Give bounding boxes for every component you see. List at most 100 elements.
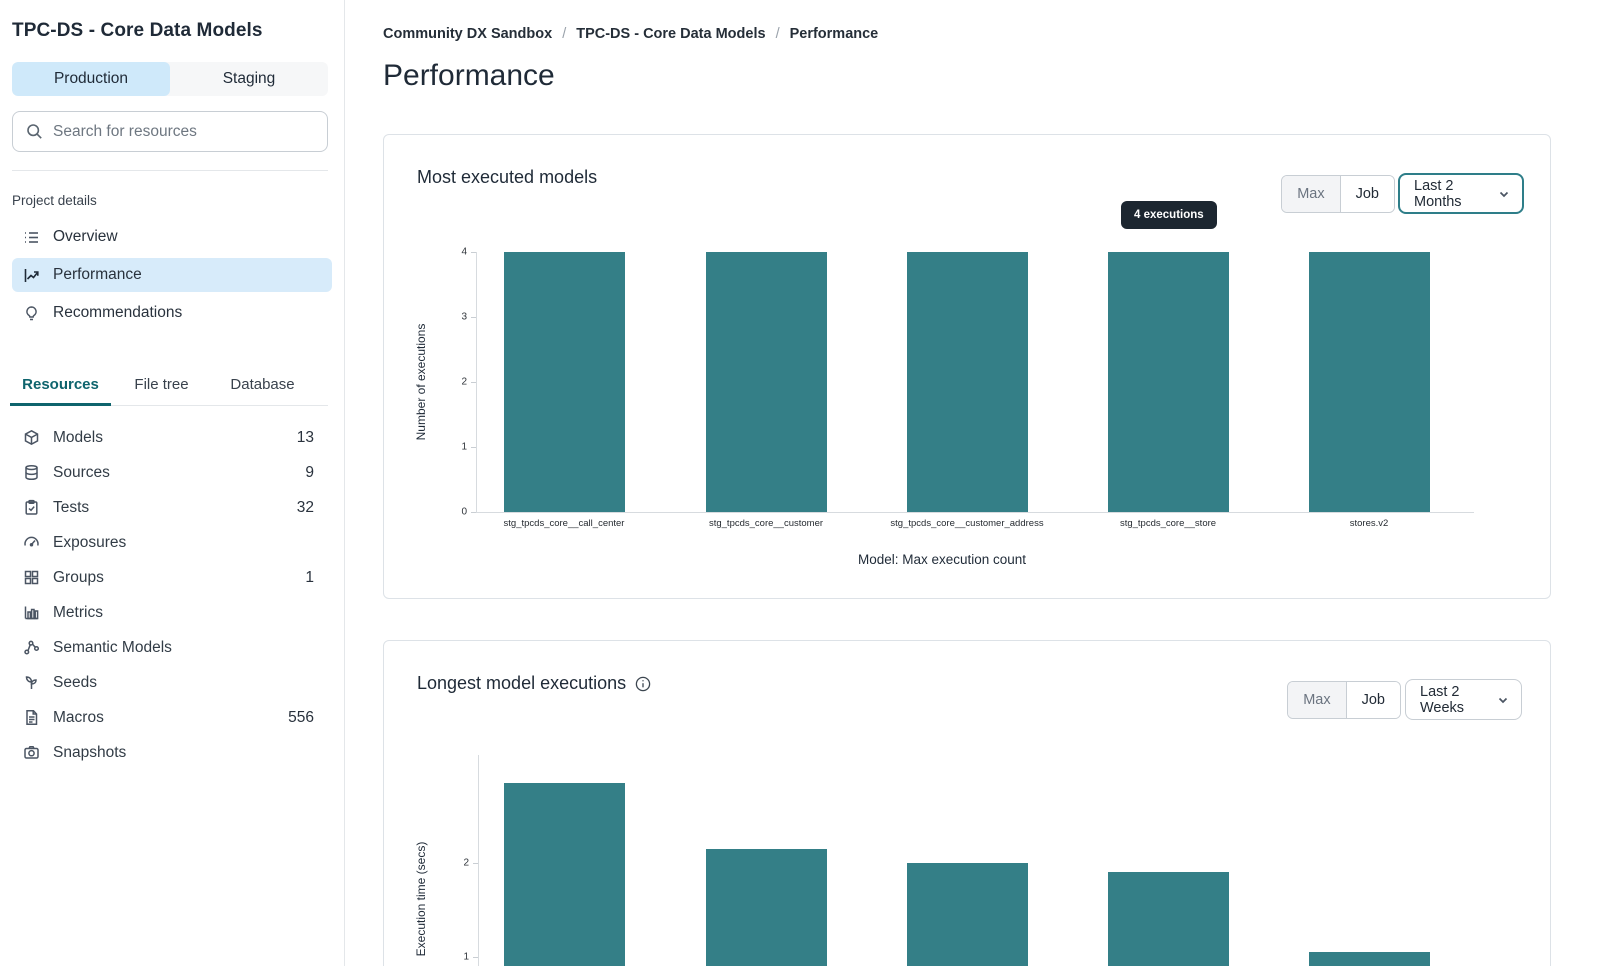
search-input[interactable]: [53, 122, 315, 141]
y-axis-tick: [473, 957, 478, 958]
sidebar-divider: [12, 170, 328, 171]
y-tick-label: 0: [461, 506, 467, 518]
list-item-metrics[interactable]: Metrics: [12, 595, 332, 630]
list-item-tests[interactable]: Tests 32: [12, 490, 332, 525]
breadcrumb-current-page: Performance: [789, 26, 879, 42]
breadcrumb-account[interactable]: Community DX Sandbox: [383, 26, 553, 42]
y-axis-line: [478, 755, 479, 966]
list-item-label: Exposures: [53, 533, 127, 551]
list-item-label: Models: [53, 428, 103, 446]
database-icon: [22, 464, 40, 482]
max-toggle-button[interactable]: Max: [1282, 176, 1341, 212]
chart-bar[interactable]: [705, 848, 827, 966]
list-icon: [22, 228, 40, 246]
date-range-dropdown[interactable]: Last 2 Weeks: [1405, 679, 1522, 720]
date-range-dropdown[interactable]: Last 2 Months: [1398, 173, 1524, 214]
line-chart-icon: [22, 266, 40, 284]
info-icon[interactable]: [635, 676, 651, 692]
max-toggle-button[interactable]: Max: [1288, 682, 1347, 718]
y-axis-line: [476, 252, 477, 512]
chart-bar[interactable]: [1107, 252, 1229, 512]
search-box[interactable]: [12, 111, 328, 152]
list-item-semantic-models[interactable]: Semantic Models: [12, 630, 332, 665]
x-category-label: stg_tpcds_core__call_center: [503, 518, 625, 529]
seedling-icon: [22, 674, 40, 692]
list-item-label: Snapshots: [53, 743, 127, 761]
clipboard-check-icon: [22, 499, 40, 517]
tab-resources[interactable]: Resources: [10, 368, 111, 406]
y-axis-tick: [471, 382, 476, 383]
y-tick-label: 3: [461, 311, 467, 323]
longest-model-executions-card: Longest model executions Max Job Last 2 …: [383, 640, 1551, 966]
chart-bar[interactable]: [906, 252, 1028, 512]
chart-bar[interactable]: [1308, 252, 1430, 512]
x-axis-title: Model: Max execution count: [857, 552, 1027, 567]
tab-staging[interactable]: Staging: [170, 62, 328, 96]
chart-bar[interactable]: [503, 783, 625, 966]
sidebar-item-label: Recommendations: [53, 304, 183, 321]
chart-bar[interactable]: [1308, 952, 1430, 966]
job-toggle-button[interactable]: Job: [1346, 682, 1400, 718]
count-badge: 32: [296, 498, 314, 516]
list-item-label: Tests: [53, 498, 90, 516]
list-item-sources[interactable]: Sources 9: [12, 455, 332, 490]
job-toggle-button[interactable]: Job: [1340, 176, 1394, 212]
y-tick-label: 2: [461, 376, 467, 388]
y-tick-label: 1: [461, 441, 467, 453]
sidebar-item-recommendations[interactable]: Recommendations: [12, 296, 332, 330]
y-tick-label: 4: [461, 246, 467, 258]
list-item-models[interactable]: Models 13: [12, 420, 332, 455]
x-category-label: stg_tpcds_core__customer_address: [890, 518, 1044, 529]
page-title: Performance: [383, 59, 555, 92]
list-item-label: Semantic Models: [53, 638, 172, 656]
x-category-label: stg_tpcds_core__customer: [708, 518, 824, 529]
max-job-toggle: Max Job: [1281, 175, 1395, 213]
y-axis-tick: [471, 447, 476, 448]
x-axis-line: [476, 512, 1474, 513]
list-item-label: Sources: [53, 463, 110, 481]
sidebar-item-label: Overview: [53, 228, 118, 245]
search-icon: [25, 123, 43, 141]
sidebar-item-label: Performance: [53, 266, 142, 283]
sidebar-item-overview[interactable]: Overview: [12, 220, 332, 254]
cube-icon: [22, 429, 40, 447]
list-item-label: Macros: [53, 708, 104, 726]
chart-bar[interactable]: [906, 863, 1028, 966]
breadcrumb-project[interactable]: TPC-DS - Core Data Models: [576, 26, 766, 42]
breadcrumb-separator: /: [775, 26, 780, 42]
tab-file-tree[interactable]: File tree: [134, 376, 189, 393]
sidebar-item-performance[interactable]: Performance: [12, 258, 332, 292]
y-tick-label: 2: [463, 857, 469, 869]
resource-tabs: Resources File tree Database: [10, 368, 328, 406]
x-category-label: stg_tpcds_core__store: [1119, 518, 1217, 529]
tab-production[interactable]: Production: [12, 62, 170, 96]
breadcrumb-separator: /: [562, 26, 567, 42]
list-item-seeds[interactable]: Seeds: [12, 665, 332, 700]
chart-bar[interactable]: [503, 252, 625, 512]
y-axis-tick: [471, 512, 476, 513]
list-item-macros[interactable]: Macros 556: [12, 700, 332, 735]
list-item-snapshots[interactable]: Snapshots: [12, 735, 332, 770]
project-nav: Overview Performance Recommendations: [12, 220, 332, 330]
list-item-label: Groups: [53, 568, 104, 586]
y-axis-tick: [473, 863, 478, 864]
count-badge: 1: [305, 568, 314, 586]
count-badge: 556: [288, 708, 314, 726]
breadcrumb: Community DX Sandbox / TPC-DS - Core Dat…: [383, 26, 1621, 42]
project-title: TPC-DS - Core Data Models: [12, 20, 263, 41]
tab-database[interactable]: Database: [230, 376, 295, 393]
y-axis-tick: [471, 252, 476, 253]
lightbulb-icon: [22, 304, 40, 322]
list-item-exposures[interactable]: Exposures: [12, 525, 332, 560]
y-axis-title: Number of executions: [414, 323, 428, 441]
chart-bar[interactable]: [705, 252, 827, 512]
file-icon: [22, 709, 40, 727]
resource-list: Models 13 Sources 9 Tests 32: [12, 420, 332, 770]
bar-chart-icon: [22, 604, 40, 622]
card-title: Longest model executions: [417, 673, 651, 694]
y-axis-title: Execution time (secs): [414, 841, 428, 957]
date-range-value: Last 2 Months: [1414, 177, 1462, 210]
chart-bar[interactable]: [1107, 872, 1229, 966]
list-item-groups[interactable]: Groups 1: [12, 560, 332, 595]
environment-tabs: Production Staging: [12, 62, 328, 96]
